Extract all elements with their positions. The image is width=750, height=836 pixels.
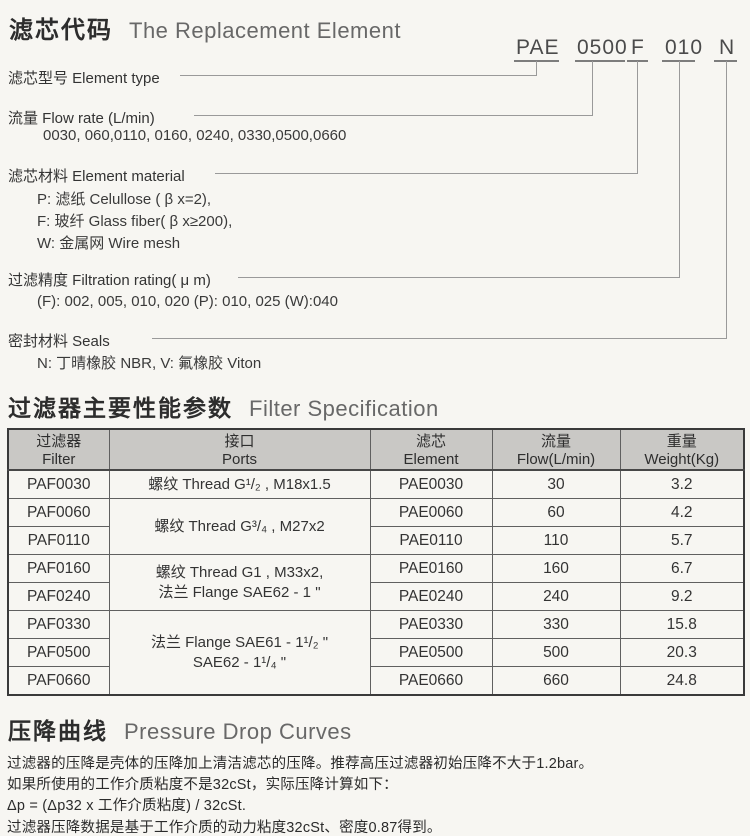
- code-underline: [662, 60, 695, 62]
- cell-filter: PAF0240: [7, 582, 110, 611]
- connector-line: [679, 61, 680, 277]
- cell-flow: 110: [491, 526, 621, 555]
- cell-flow: 160: [491, 554, 621, 583]
- label-filtration-rating: 过滤精度 Filtration rating( μ m): [8, 272, 211, 289]
- replacement-title-en: The Replacement Element: [129, 18, 401, 43]
- table-row: PAF0660 PAE0660 660 24.8: [7, 666, 745, 696]
- cell-filter: PAF0030: [7, 469, 110, 499]
- code-part-rating: 010: [665, 36, 704, 59]
- table-row: PAF0240 PAE0240 240 9.2: [7, 582, 745, 611]
- cell-filter: PAF0060: [7, 498, 110, 527]
- pressure-note-3: 过滤器压降数据是基于工作介质的动力粘度32cSt、密度0.87得到。: [7, 820, 442, 836]
- pressure-title-zh: 压降曲线: [8, 718, 108, 744]
- material-option-w: W: 金属网 Wire mesh: [37, 235, 181, 252]
- pressure-title-en: Pressure Drop Curves: [124, 719, 352, 744]
- replacement-title-zh: 滤芯代码: [9, 17, 113, 44]
- connector-line: [152, 338, 727, 339]
- cell-element: PAE0330: [369, 610, 493, 639]
- cell-weight: 20.3: [619, 638, 745, 667]
- pressure-note-1: 过滤器的压降是壳体的压降加上清洁滤芯的压降。推荐高压过滤器初始压降不大于1.2b…: [7, 756, 594, 772]
- cell-weight: 4.2: [619, 498, 745, 527]
- table-row: PAF0500 PAE0500 500 20.3: [7, 638, 745, 667]
- connector-line: [637, 61, 638, 173]
- code-underline: [714, 60, 737, 62]
- header-filter: 过滤器 Filter: [7, 428, 110, 471]
- seal-options: N: 丁晴橡胶 NBR, V: 氟橡胶 Viton: [37, 355, 262, 372]
- spec-table: 过滤器 Filter 接口 Ports 滤芯 Element 流量 Flow(L/min…: [7, 428, 745, 696]
- cell-weight: 3.2: [619, 469, 745, 499]
- pressure-formula: Δp = (Δp32 x 工作介质粘度) / 32cSt.: [7, 798, 247, 814]
- cell-element: PAE0660: [369, 666, 493, 696]
- table-row: PAF0110 PAE0110 110 5.7: [7, 526, 745, 555]
- cell-ports: 螺纹 Thread G¹/₂ , M18x1.5: [108, 469, 371, 499]
- cell-element: PAE0500: [369, 638, 493, 667]
- cell-filter: PAF0110: [7, 526, 110, 555]
- cell-filter: PAF0330: [7, 610, 110, 639]
- spec-section-title: 过滤器主要性能参数 Filter Specification: [8, 389, 439, 423]
- cell-flow: 240: [491, 582, 621, 611]
- label-seals: 密封材料 Seals: [8, 333, 110, 350]
- cell-flow: 330: [491, 610, 621, 639]
- cell-element: PAE0030: [369, 469, 493, 499]
- code-part-series: PAE: [516, 36, 560, 59]
- cell-weight: 9.2: [619, 582, 745, 611]
- cell-ports: 螺纹 Thread G³/₄ , M27x2: [108, 498, 371, 555]
- pressure-note-2: 如果所使用的工作介质粘度不是32cSt，实际压降计算如下：: [7, 777, 398, 793]
- cell-element: PAE0110: [369, 526, 493, 555]
- connector-line: [238, 277, 680, 278]
- cell-filter: PAF0160: [7, 554, 110, 583]
- table-row: PAF0030 螺纹 Thread G¹/₂ , M18x1.5 PAE0030…: [7, 469, 745, 499]
- spec-title-en: Filter Specification: [249, 396, 439, 421]
- connector-line: [194, 115, 593, 116]
- connector-line: [592, 61, 593, 115]
- label-flow-rate: 流量 Flow rate (L/min): [8, 110, 155, 127]
- material-option-f: F: 玻纤 Glass fiber( β x≥200),: [37, 213, 233, 230]
- connector-line: [215, 173, 638, 174]
- cell-weight: 15.8: [619, 610, 745, 639]
- connector-line: [536, 61, 537, 75]
- connector-line: [180, 75, 537, 76]
- table-row: PAF0160 螺纹 Thread G1 , M33x2, 法兰 Flange S…: [7, 554, 745, 611]
- cell-flow: 500: [491, 638, 621, 667]
- cell-element: PAE0060: [369, 498, 493, 527]
- cell-ports: 螺纹 Thread G1 , M33x2, 法兰 Flange SAE62 - 1…: [108, 554, 371, 611]
- table-row: PAF0330 法兰 Flange SAE61 - 1¹/₂ " SAE62 - …: [7, 610, 745, 696]
- flow-rate-values: 0030, 060,0110, 0160, 0240, 0330,0500,06…: [43, 127, 347, 144]
- cell-flow: 30: [491, 469, 621, 499]
- replacement-section-title: 滤芯代码 The Replacement Element: [9, 10, 401, 45]
- label-element-type: 滤芯型号 Element type: [8, 70, 160, 87]
- code-part-flow: 0500: [577, 36, 628, 59]
- header-weight: 重量 Weight(Kg): [619, 428, 745, 471]
- header-flow: 流量 Flow(L/min): [491, 428, 621, 471]
- cell-weight: 6.7: [619, 554, 745, 583]
- header-element: 滤芯 Element: [369, 428, 493, 471]
- header-ports: 接口 Ports: [108, 428, 371, 471]
- filtration-values: (F): 002, 005, 010, 020 (P): 010, 025 (W…: [37, 293, 338, 310]
- code-part-seal: N: [719, 36, 736, 59]
- spec-title-zh: 过滤器主要性能参数: [8, 395, 233, 421]
- cell-filter: PAF0500: [7, 638, 110, 667]
- table-header-row: 过滤器 Filter 接口 Ports 滤芯 Element 流量 Flow(L/min…: [7, 428, 745, 471]
- cell-weight: 5.7: [619, 526, 745, 555]
- cell-ports: 法兰 Flange SAE61 - 1¹/₂ " SAE62 - 1¹/₄ ": [108, 610, 371, 696]
- cell-element: PAE0240: [369, 582, 493, 611]
- code-part-material: F: [631, 36, 645, 59]
- table-row: PAF0060 螺纹 Thread G³/₄ , M27x2 PAE0060 6…: [7, 498, 745, 555]
- cell-weight: 24.8: [619, 666, 745, 696]
- cell-element: PAE0160: [369, 554, 493, 583]
- cell-flow: 660: [491, 666, 621, 696]
- connector-line: [726, 61, 727, 338]
- cell-filter: PAF0660: [7, 666, 110, 696]
- code-underline: [575, 60, 625, 62]
- label-element-material: 滤芯材料 Element material: [8, 168, 185, 185]
- material-option-p: P: 滤纸 Celullose ( β x=2),: [37, 191, 212, 208]
- cell-flow: 60: [491, 498, 621, 527]
- pressure-section-title: 压降曲线 Pressure Drop Curves: [8, 712, 352, 746]
